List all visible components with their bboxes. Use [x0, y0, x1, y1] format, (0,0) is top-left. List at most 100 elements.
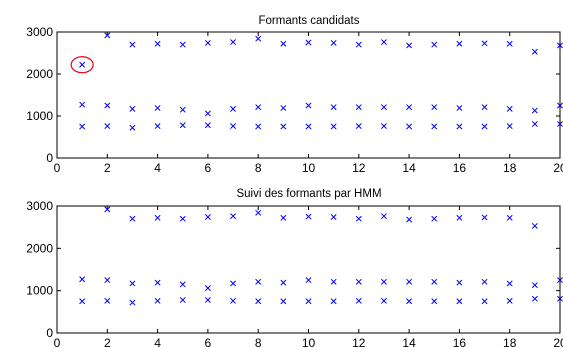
data-point-x-marker [179, 106, 186, 113]
data-point-x-marker [255, 123, 262, 130]
data-point-x-marker [204, 285, 211, 292]
data-point-x-marker [79, 123, 86, 130]
data-point-x-marker [557, 42, 563, 49]
data-point-x-marker [154, 214, 161, 221]
data-point-x-marker [204, 214, 211, 220]
data-point-x-marker [204, 297, 211, 303]
data-point-x-marker [79, 61, 86, 68]
y-tick-label: 1000 [26, 109, 53, 123]
data-point-x-marker [79, 276, 86, 283]
y-tick-label: 0 [46, 326, 53, 340]
data-point-x-marker [355, 278, 362, 285]
data-point-x-marker [380, 39, 387, 46]
data-point-x-marker [531, 121, 538, 127]
y-tick-label: 2000 [26, 67, 53, 81]
data-point-x-marker [506, 105, 513, 112]
data-point-x-marker [129, 124, 136, 131]
data-point-x-marker [431, 123, 438, 130]
data-point-x-marker [406, 104, 413, 111]
data-point-x-marker [305, 39, 312, 46]
x-tick-label: 10 [302, 336, 316, 347]
data-point-x-marker [330, 104, 337, 111]
data-point-x-marker [355, 215, 362, 222]
data-point-x-marker [154, 279, 161, 286]
data-point-x-marker [255, 278, 262, 285]
plot-area [56, 205, 561, 334]
x-tick-label: 18 [503, 336, 517, 347]
data-point-x-marker [506, 123, 513, 130]
x-tick-label: 18 [503, 161, 517, 175]
data-point-x-marker [380, 123, 387, 130]
data-point-x-marker [280, 298, 287, 305]
data-point-x-marker [179, 122, 186, 129]
data-point-x-marker [456, 279, 463, 286]
data-point-x-marker [531, 222, 538, 229]
data-point-x-marker [557, 295, 563, 302]
data-point-x-marker [531, 295, 538, 302]
data-point-x-marker [355, 41, 362, 48]
data-point-x-marker [531, 48, 538, 55]
x-tick-label: 12 [352, 336, 366, 347]
data-point-x-marker [230, 213, 237, 220]
data-point-x-marker [506, 40, 513, 47]
data-point-x-marker [406, 123, 413, 130]
data-point-x-marker [481, 298, 488, 305]
data-point-x-marker [204, 39, 211, 46]
x-tick-label: 2 [104, 336, 111, 347]
x-tick-label: 10 [302, 161, 316, 175]
y-tick-label: 1000 [26, 284, 53, 298]
data-point-x-marker [456, 105, 463, 111]
chart-title: Suivi des formants par HMM [236, 188, 381, 200]
data-point-x-marker [104, 206, 111, 213]
data-point-x-marker [456, 298, 463, 305]
data-point-x-marker [456, 123, 463, 130]
data-point-x-marker [280, 123, 287, 130]
data-point-x-marker [431, 41, 438, 48]
x-tick-label: 4 [154, 336, 161, 347]
data-point-x-marker [230, 123, 237, 130]
data-point-x-marker [179, 215, 186, 222]
data-point-x-marker [305, 102, 312, 109]
data-point-x-marker [431, 278, 438, 285]
x-tick-label: 6 [205, 336, 212, 347]
x-tick-label: 16 [453, 161, 467, 175]
x-tick-label: 12 [352, 161, 366, 175]
data-point-x-marker [557, 277, 563, 284]
chart-suivi-formants-hmm: Suivi des formants par HMM 0 2 4 6 8 10 12 14 16… [26, 188, 563, 347]
data-point-x-marker [531, 107, 538, 114]
data-point-x-marker [280, 40, 287, 47]
data-point-x-marker [506, 214, 513, 221]
y-tick-label: 0 [46, 151, 53, 165]
data-point-x-marker [79, 298, 86, 305]
data-point-x-marker [380, 297, 387, 304]
data-point-x-marker [230, 297, 237, 304]
data-point-x-marker [431, 215, 438, 222]
data-point-x-marker [280, 279, 287, 286]
data-point-x-marker [129, 280, 136, 287]
data-point-x-marker [255, 104, 262, 111]
data-point-x-marker [280, 105, 287, 111]
x-tick-label: 0 [54, 161, 61, 175]
data-point-x-marker [179, 41, 186, 48]
data-point-x-marker [330, 278, 337, 285]
data-point-x-marker [355, 297, 362, 304]
data-point-x-marker [481, 104, 488, 111]
data-point-x-marker [431, 104, 438, 111]
data-point-x-marker [431, 298, 438, 305]
data-point-x-marker [280, 214, 287, 221]
data-point-x-marker [129, 215, 136, 222]
y-tick-label: 2000 [26, 241, 53, 255]
data-point-x-marker [380, 213, 387, 220]
data-point-x-marker [305, 213, 312, 220]
data-point-x-marker [154, 40, 161, 47]
data-point-x-marker [506, 297, 513, 304]
x-tick-label: 0 [54, 336, 61, 347]
data-point-x-marker [230, 39, 237, 46]
data-point-x-marker [355, 123, 362, 130]
data-point-x-marker [104, 123, 111, 130]
data-point-x-marker [305, 298, 312, 305]
data-point-x-marker [330, 214, 337, 220]
chart-formants-candidats: Formants candidats 0 2 4 6 8 10 12 14 16 18 20 0 100… [26, 15, 563, 175]
data-point-x-marker [456, 40, 463, 47]
